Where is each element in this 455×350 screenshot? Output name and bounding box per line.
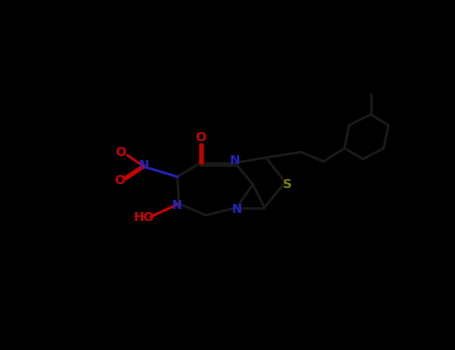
- Text: N: N: [139, 159, 149, 172]
- Text: O: O: [116, 146, 126, 159]
- Text: O: O: [195, 131, 206, 144]
- Text: N: N: [230, 154, 240, 167]
- Text: N: N: [232, 203, 243, 216]
- Text: O: O: [114, 174, 125, 187]
- Text: N: N: [172, 199, 182, 212]
- Text: S: S: [282, 178, 291, 191]
- Text: HO: HO: [134, 211, 155, 224]
